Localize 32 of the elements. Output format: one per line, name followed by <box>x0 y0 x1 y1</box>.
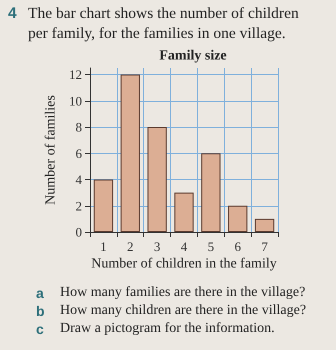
text: 4 <box>8 4 17 24</box>
text: c <box>36 320 44 338</box>
x-tick-label: 1 <box>100 239 107 254</box>
y-tick-label: 6 <box>76 146 82 161</box>
x-tick-label: 5 <box>208 239 214 254</box>
bar <box>174 192 194 232</box>
text: Draw a pictogram for the information. <box>60 320 275 338</box>
y-tick-label: 4 <box>76 172 82 188</box>
y-tick-label: 12 <box>69 67 82 82</box>
x-tick-label: 7 <box>261 239 268 254</box>
y-tick-label: 2 <box>76 198 82 214</box>
x-tick-label: 6 <box>234 239 242 254</box>
text: b <box>36 302 45 320</box>
x-axis-title: Number of children in the family <box>91 256 277 272</box>
text: a <box>36 284 44 302</box>
y-tick-label: 10 <box>69 93 82 108</box>
bar <box>120 74 140 232</box>
x-tick-label: 3 <box>154 239 160 254</box>
x-tick-label: 4 <box>180 239 188 254</box>
text: How many children are there in the village? <box>60 302 306 320</box>
bar <box>94 180 114 232</box>
y-tick-label: 0 <box>76 224 82 240</box>
bar <box>228 206 248 232</box>
y-axis-title: Number of families <box>44 95 59 205</box>
text: How many families are there in the village? <box>60 284 306 302</box>
bar <box>254 218 274 232</box>
y-tick-label: 8 <box>76 120 82 135</box>
bar <box>147 127 167 232</box>
chart-title: Family size <box>159 48 227 64</box>
bar <box>201 153 221 232</box>
x-tick-label: 2 <box>127 239 134 254</box>
text: The bar chart shows the number of children per family, for the families in one village. <box>28 4 300 44</box>
